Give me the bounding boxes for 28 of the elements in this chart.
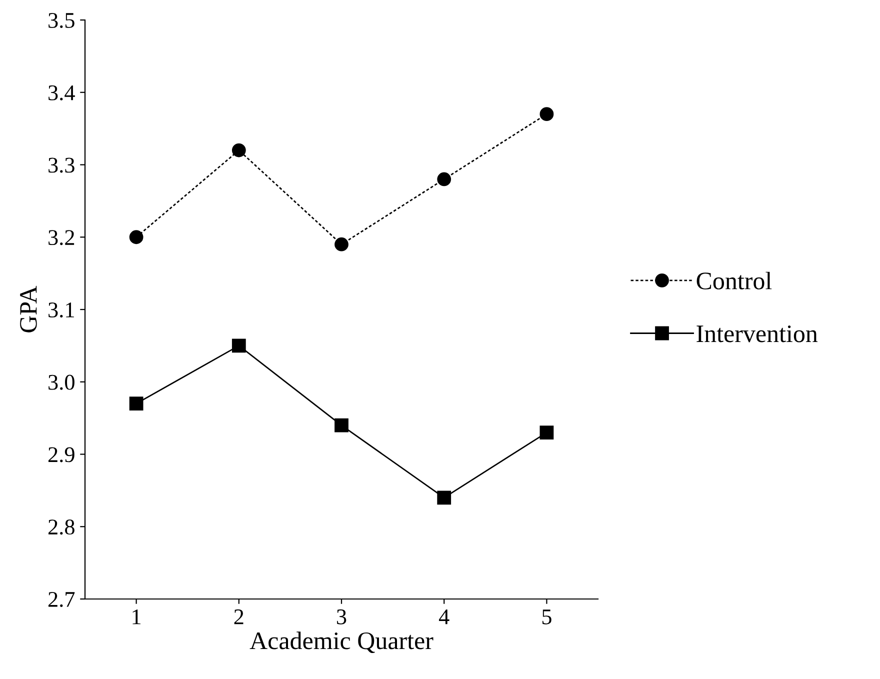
legend-label: Intervention <box>696 325 818 342</box>
point <box>129 230 144 244</box>
legend-label: Control <box>696 272 772 290</box>
x-tick-label: 4 <box>438 610 450 624</box>
point <box>334 418 348 432</box>
y-tick-label: 3.2 <box>48 230 74 246</box>
y-tick-label: 2.9 <box>48 447 74 462</box>
y-axis-title: GPA <box>20 286 37 332</box>
x-tick-label: 3 <box>337 609 346 624</box>
point <box>232 143 246 158</box>
y-tick-label: 2.8 <box>48 520 74 535</box>
point <box>540 426 554 440</box>
y-tick-label: 3.1 <box>48 302 74 318</box>
x-tick-label: 5 <box>542 610 552 624</box>
y-tick-label: 3.5 <box>48 12 74 28</box>
point <box>437 172 452 186</box>
y-tick-label: 2.7 <box>48 592 75 608</box>
x-tick-label: 1 <box>132 609 141 624</box>
point <box>437 490 452 505</box>
point <box>232 338 246 353</box>
y-tick-label: 3.4 <box>48 85 75 100</box>
point <box>540 107 554 122</box>
x-tick-label: 2 <box>234 609 244 624</box>
y-tick-label: 3.3 <box>48 158 74 173</box>
point <box>334 237 348 252</box>
x-axis-title: Academic Quarter <box>250 632 434 654</box>
y-tick-label: 3.0 <box>48 374 74 390</box>
point <box>129 396 144 411</box>
